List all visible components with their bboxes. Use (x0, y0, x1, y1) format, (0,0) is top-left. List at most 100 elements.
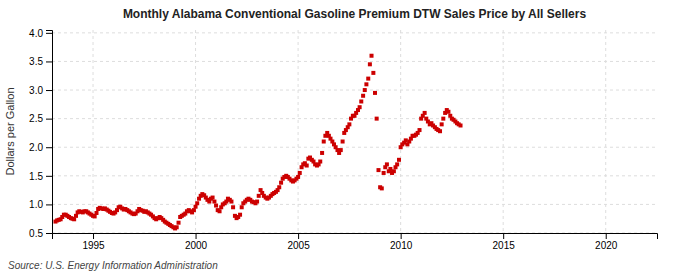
x-grid-line (605, 30, 606, 233)
x-axis: 1995 2000 2005 2010 2015 2020 (53, 233, 658, 251)
y-axis-line (46, 31, 53, 234)
y-tick-label: 2.0 (29, 142, 43, 153)
y-tick: 1.0 (29, 199, 52, 210)
y-tick-mark (46, 147, 52, 148)
point (322, 140, 326, 144)
y-grid-line (52, 90, 657, 91)
y-tick-label: 0.5 (29, 228, 43, 239)
point (318, 160, 322, 164)
source-note: Source: U.S. Energy Information Administ… (8, 260, 218, 271)
x-tick-label: 2010 (390, 240, 413, 251)
point (366, 77, 370, 81)
x-tick-mark (503, 233, 504, 239)
y-tick-label: 4.0 (29, 28, 43, 39)
y-grid-line (52, 61, 657, 62)
point (255, 200, 259, 204)
point (361, 94, 365, 98)
point (358, 105, 362, 109)
x-tick-label: 2005 (287, 240, 310, 251)
point (177, 221, 181, 225)
x-grid-line (93, 30, 94, 233)
point (231, 205, 235, 209)
point (339, 148, 343, 152)
y-grid-line (52, 118, 657, 119)
x-tick: 2015 (493, 233, 516, 251)
y-grid-line (52, 175, 657, 176)
point (385, 162, 389, 166)
y-tick: 3.5 (29, 56, 52, 67)
point (195, 201, 199, 205)
point (388, 167, 392, 171)
points (53, 54, 462, 231)
y-tick: 4.0 (29, 28, 52, 39)
x-grid-line (400, 30, 401, 233)
point (441, 117, 445, 121)
x-grid-line (503, 30, 504, 233)
point (229, 200, 233, 204)
x-tick-mark (196, 233, 197, 239)
point (277, 185, 281, 189)
x-tick-label: 2015 (493, 240, 516, 251)
y-axis: 0.51.01.52.02.53.03.54.0 (29, 28, 52, 239)
grid (52, 30, 657, 233)
y-tick-mark (46, 204, 52, 205)
point (364, 82, 368, 86)
point (296, 175, 300, 179)
point (95, 211, 99, 215)
point (380, 186, 384, 190)
y-grid-line (52, 32, 657, 33)
point (375, 117, 379, 121)
x-tick: 1995 (82, 233, 105, 251)
point (218, 209, 222, 213)
y-tick-mark (46, 233, 52, 234)
point (376, 168, 380, 172)
point (192, 208, 196, 212)
x-tick-mark (606, 233, 607, 239)
point (257, 194, 261, 198)
point (395, 162, 399, 166)
point (175, 225, 179, 229)
point (418, 128, 422, 132)
point (279, 181, 283, 185)
y-grid-line (52, 204, 657, 205)
point (440, 122, 444, 126)
point (423, 111, 427, 115)
x-tick: 2005 (287, 233, 310, 251)
point (371, 71, 375, 75)
y-axis-label: Dollars per Gallon (4, 87, 16, 175)
x-axis-line (53, 234, 658, 240)
point (363, 88, 367, 92)
point (298, 171, 302, 175)
x-tick-label: 1995 (82, 240, 105, 251)
y-tick: 3.0 (29, 85, 52, 96)
point (74, 214, 78, 218)
point (373, 91, 377, 95)
point (320, 151, 324, 155)
point (359, 99, 363, 103)
y-tick-mark (46, 119, 52, 120)
y-grid-line (52, 147, 657, 148)
title: Monthly Alabama Conventional Gasoline Pr… (123, 7, 587, 21)
point (240, 205, 244, 209)
point (214, 204, 218, 208)
y-tick: 1.5 (29, 171, 52, 182)
point (93, 214, 97, 218)
y-tick-mark (46, 176, 52, 177)
x-tick: 2000 (185, 233, 208, 251)
x-tick-mark (401, 233, 402, 239)
point (368, 62, 372, 66)
point (404, 138, 408, 142)
point (72, 217, 76, 221)
x-tick: 2010 (390, 233, 413, 251)
point (305, 164, 309, 168)
point (341, 140, 345, 144)
plot-area: 1995200020052010201520200.51.01.52.02.53… (29, 28, 657, 252)
y-tick: 0.5 (29, 228, 52, 239)
point (397, 158, 401, 162)
x-tick-label: 2020 (595, 240, 618, 251)
y-tick-label: 3.0 (29, 85, 43, 96)
x-tick-label: 2000 (185, 240, 208, 251)
point (446, 110, 450, 114)
y-tick-label: 3.5 (29, 56, 43, 67)
x-tick: 2020 (595, 233, 618, 251)
